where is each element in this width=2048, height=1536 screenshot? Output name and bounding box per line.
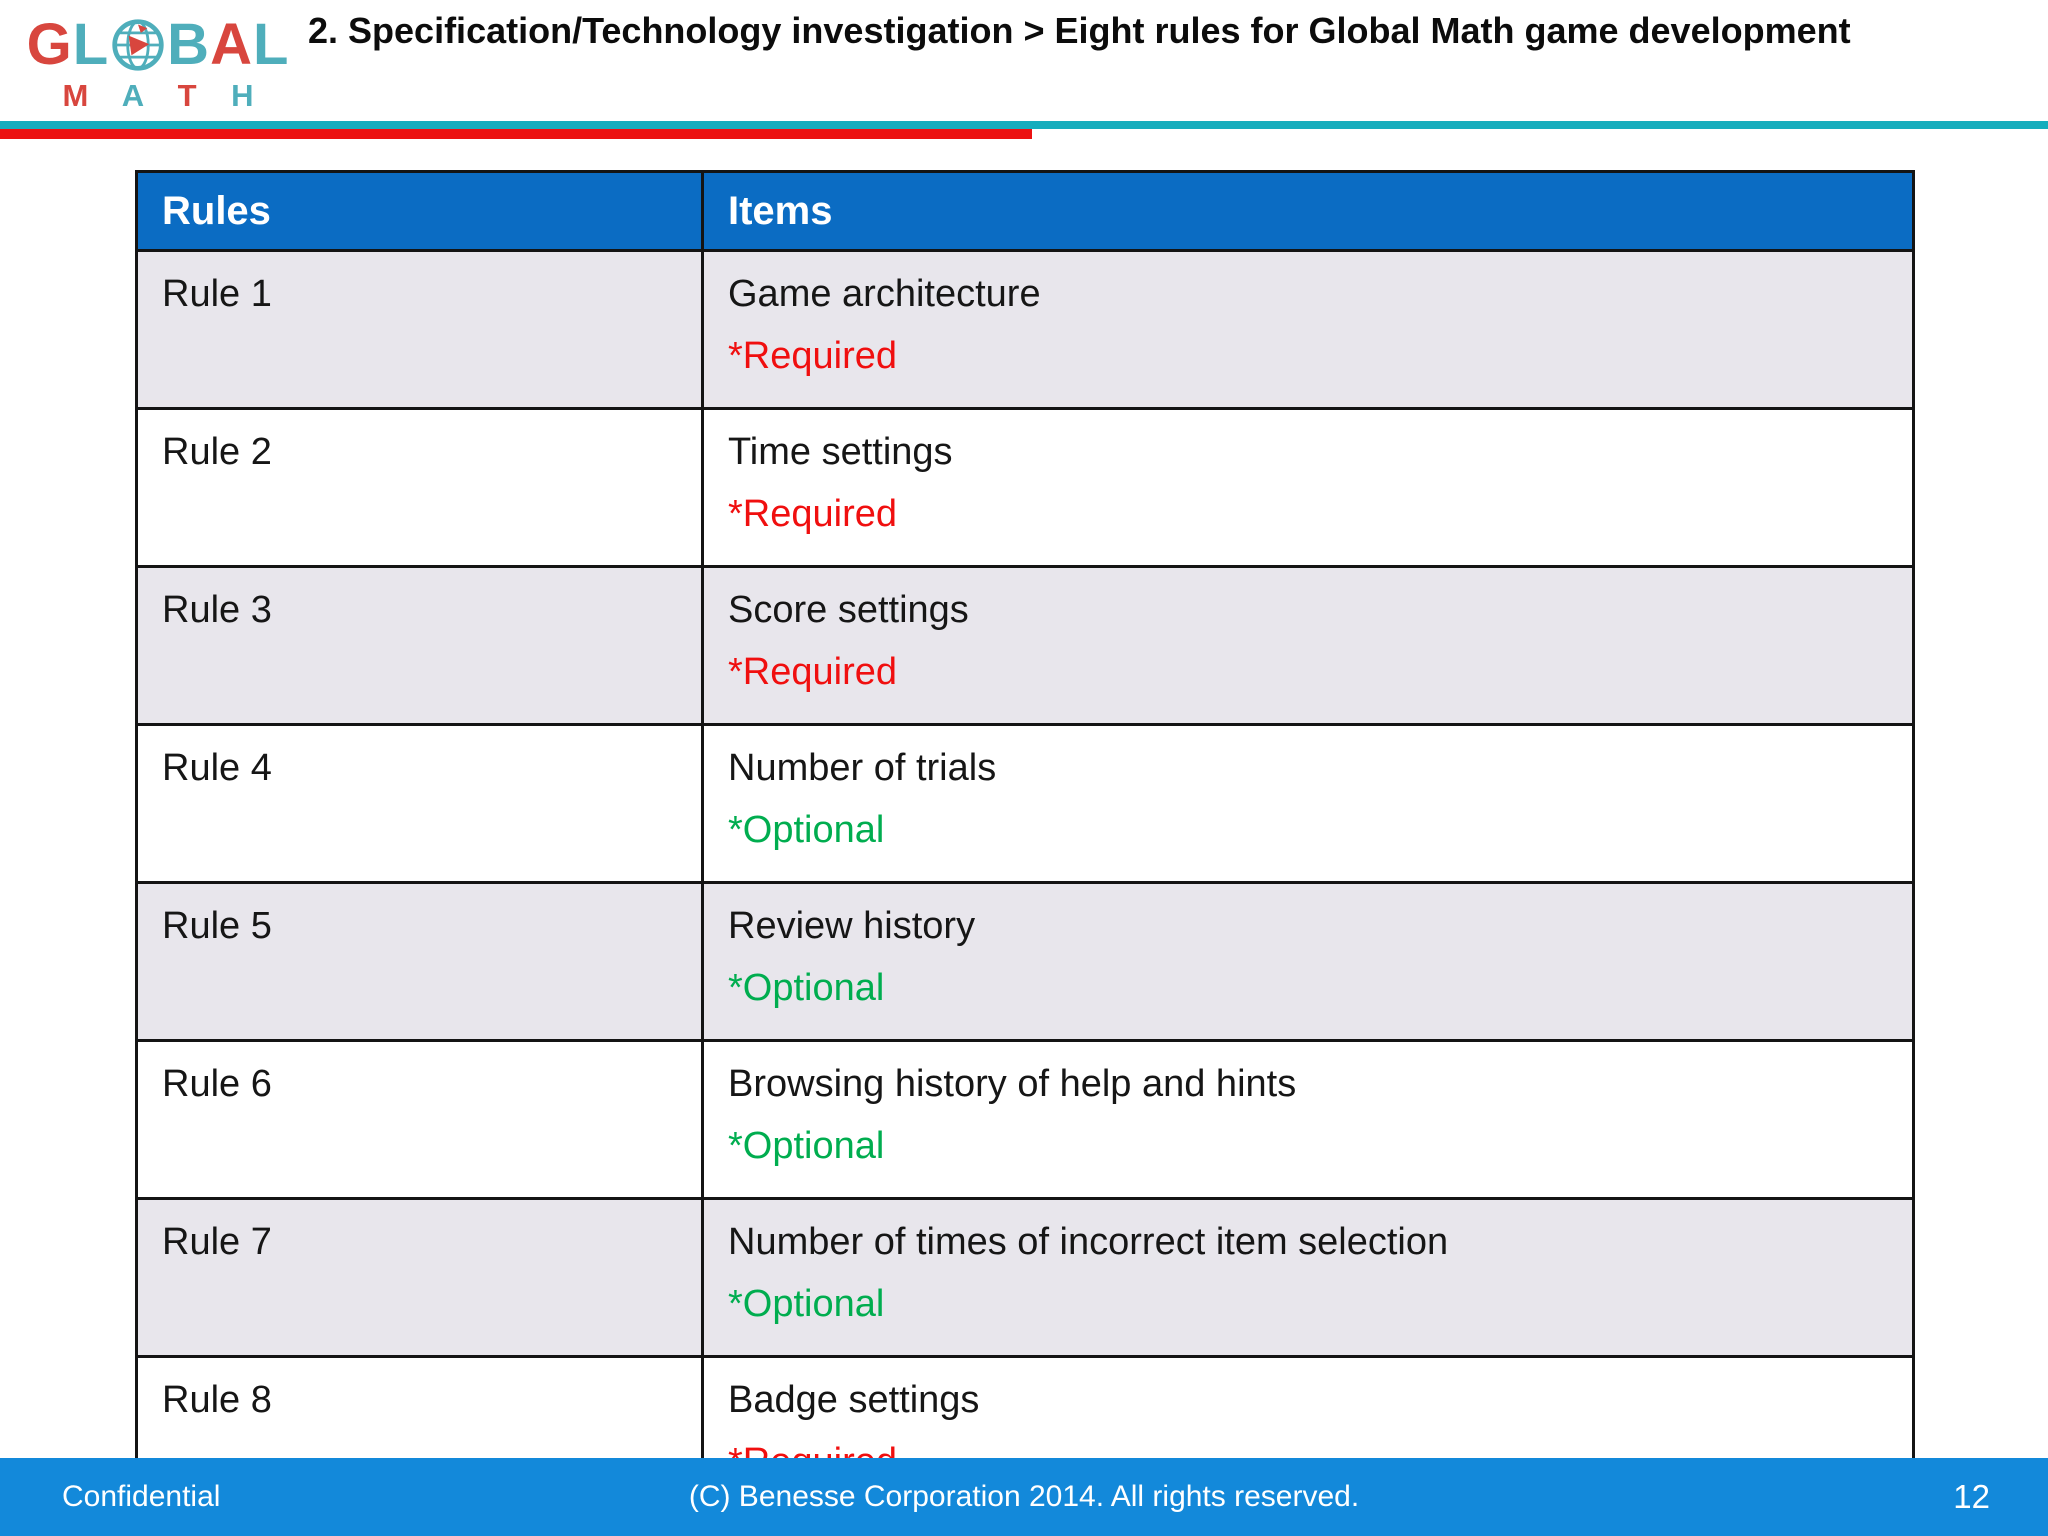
item-label: Score settings [728, 589, 969, 631]
logo-word-math: M A T H [24, 78, 292, 114]
item-label: Game architecture [728, 273, 1041, 315]
logo-word-global: G L B A L [24, 16, 292, 74]
required-tag: *Required [728, 651, 897, 693]
table-row: Rule 2 Time settings *Required [135, 407, 1915, 568]
item-cell: Review history *Optional [701, 881, 1915, 1042]
item-label: Badge settings [728, 1379, 980, 1421]
table-header-row: Rules Items [135, 170, 1915, 252]
required-tag: *Required [728, 493, 897, 535]
item-label: Browsing history of help and hints [728, 1063, 1297, 1105]
global-math-logo: G L B A L M A T H [24, 16, 292, 114]
rule-cell: Rule 2 [135, 407, 704, 568]
item-label: Time settings [728, 431, 953, 473]
optional-tag: *Optional [728, 1283, 885, 1325]
item-label: Number of trials [728, 747, 997, 789]
column-header-rules: Rules [135, 170, 704, 252]
table-row: Rule 3 Score settings *Required [135, 565, 1915, 726]
table-row: Rule 5 Review history *Optional [135, 881, 1915, 1042]
item-label: Number of times of incorrect item select… [728, 1221, 1449, 1263]
logo-letter: A [121, 78, 156, 113]
logo-letter: L [72, 12, 110, 77]
divider-red-line [0, 129, 1032, 139]
table-row: Rule 6 Browsing history of help and hint… [135, 1039, 1915, 1200]
column-header-items: Items [701, 170, 1915, 252]
item-cell: Browsing history of help and hints *Opti… [701, 1039, 1915, 1200]
table-row: Rule 7 Number of times of incorrect item… [135, 1197, 1915, 1358]
item-cell: Time settings *Required [701, 407, 1915, 568]
rule-cell: Rule 1 [135, 249, 704, 410]
optional-tag: *Optional [728, 967, 885, 1009]
logo-letter: M [62, 78, 102, 113]
item-cell: Number of times of incorrect item select… [701, 1197, 1915, 1358]
item-cell: Score settings *Required [701, 565, 1915, 726]
table-row: Rule 1 Game architecture *Required [135, 249, 1915, 410]
logo-letter: H [231, 78, 267, 113]
globe-icon [112, 19, 164, 71]
divider-teal-line [0, 121, 2048, 129]
logo-letter: G [26, 12, 73, 77]
rule-cell: Rule 6 [135, 1039, 704, 1200]
item-label: Review history [728, 905, 976, 947]
rule-cell: Rule 5 [135, 881, 704, 1042]
logo-letter: L [252, 12, 290, 77]
required-tag: *Required [728, 335, 897, 377]
logo-letter: T [177, 78, 210, 113]
item-cell: Number of trials *Optional [701, 723, 1915, 884]
confidential-label: Confidential [62, 1480, 221, 1513]
table-row: Rule 4 Number of trials *Optional [135, 723, 1915, 884]
rule-cell: Rule 4 [135, 723, 704, 884]
page-number: 12 [1953, 1478, 1990, 1515]
optional-tag: *Optional [728, 1125, 885, 1167]
optional-tag: *Optional [728, 809, 885, 851]
rule-cell: Rule 7 [135, 1197, 704, 1358]
logo-letter: A [210, 12, 253, 77]
copyright-text: (C) Benesse Corporation 2014. All rights… [688, 1480, 1360, 1513]
page-title: 2. Specification/Technology investigatio… [308, 10, 1851, 51]
logo-letter: B [167, 12, 211, 77]
item-cell: Game architecture *Required [701, 249, 1915, 410]
rule-cell: Rule 3 [135, 565, 704, 726]
rules-table: Rules Items Rule 1 Game architecture *Re… [135, 170, 1915, 1516]
footer-bar: Confidential (C) Benesse Corporation 201… [0, 1458, 2048, 1536]
